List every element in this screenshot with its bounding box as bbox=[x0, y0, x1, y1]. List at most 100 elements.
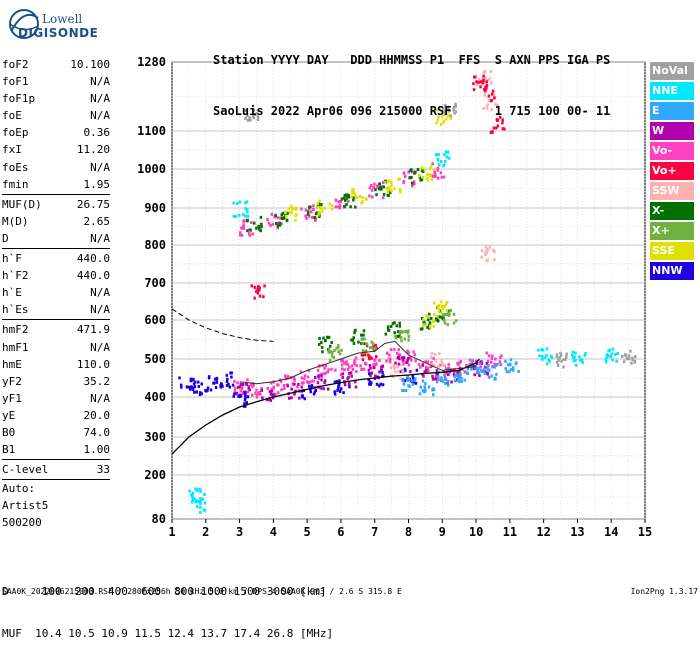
echo-point bbox=[625, 357, 629, 361]
echo-point bbox=[367, 357, 371, 361]
echo-point bbox=[197, 487, 200, 491]
y-tick-label: 400 bbox=[144, 390, 166, 404]
echo-point bbox=[433, 312, 436, 316]
echo-point bbox=[393, 321, 396, 325]
echo-point bbox=[389, 357, 392, 361]
echo-point bbox=[560, 359, 563, 363]
echo-point bbox=[344, 198, 347, 202]
echo-point bbox=[307, 369, 311, 373]
echo-point bbox=[259, 215, 263, 219]
echo-point bbox=[418, 174, 421, 178]
echo-point bbox=[255, 226, 258, 230]
echo-point bbox=[441, 115, 444, 119]
echo-point bbox=[192, 382, 196, 386]
echo-point bbox=[412, 380, 416, 384]
echo-point bbox=[352, 190, 356, 194]
echo-point bbox=[484, 89, 487, 93]
echo-point bbox=[394, 361, 397, 365]
echo-point bbox=[440, 315, 444, 319]
echo-point bbox=[571, 350, 575, 354]
echo-point bbox=[293, 378, 296, 382]
echo-point bbox=[257, 284, 260, 288]
footer: SAA0K_2022096215000.RSF / 280fx256h 50 k… bbox=[2, 587, 698, 596]
param-row: foEp 0.36 bbox=[2, 124, 110, 141]
echo-point bbox=[274, 213, 277, 217]
echo-point bbox=[482, 70, 486, 74]
profile-extension bbox=[171, 308, 274, 342]
echo-point bbox=[604, 360, 608, 364]
echo-point bbox=[360, 337, 363, 341]
echo-point bbox=[370, 340, 374, 344]
echo-point bbox=[189, 385, 193, 389]
echo-point bbox=[623, 353, 627, 357]
echo-point bbox=[293, 392, 296, 396]
echo-point bbox=[549, 354, 553, 358]
echo-point bbox=[269, 392, 273, 396]
legend-item: NoVal bbox=[650, 62, 694, 80]
echo-point bbox=[290, 204, 293, 208]
echo-point bbox=[337, 344, 340, 348]
echo-point bbox=[327, 350, 331, 354]
echo-point bbox=[511, 366, 515, 370]
echo-point bbox=[559, 353, 563, 357]
echo-point bbox=[316, 381, 320, 385]
param-label: foE bbox=[2, 109, 22, 123]
echo-point bbox=[407, 338, 410, 342]
echo-point bbox=[193, 385, 197, 389]
y-tick-label: 600 bbox=[144, 313, 166, 327]
echo-point bbox=[442, 316, 445, 320]
auto-version: 500200 bbox=[2, 516, 42, 529]
echo-point bbox=[486, 103, 489, 107]
divider bbox=[2, 319, 110, 321]
echo-point bbox=[410, 358, 413, 362]
param-label: hmF2 bbox=[2, 323, 29, 337]
echo-point bbox=[556, 363, 560, 367]
echo-point bbox=[562, 365, 565, 369]
echo-point bbox=[362, 342, 366, 346]
param-group-1: foF2 10.100 foF1 N/A foF1p N/A foE N/A foEp 0.36 f… bbox=[2, 56, 110, 193]
echo-point bbox=[294, 218, 297, 222]
param-row: yF2 35.2 bbox=[2, 373, 110, 390]
echo-point bbox=[313, 219, 317, 223]
echo-point bbox=[276, 224, 280, 228]
echo-point bbox=[197, 385, 201, 389]
echo-point bbox=[302, 381, 305, 385]
echo-point bbox=[477, 366, 481, 370]
echo-point bbox=[492, 93, 496, 97]
echo-point bbox=[430, 352, 434, 356]
param-value: N/A bbox=[90, 340, 110, 354]
param-label: fxI bbox=[2, 143, 22, 157]
echo-point bbox=[276, 216, 279, 220]
echo-point bbox=[345, 194, 349, 198]
echo-point bbox=[330, 341, 334, 345]
echo-point bbox=[231, 383, 235, 387]
param-label: MUF(D) bbox=[2, 197, 42, 211]
echo-point bbox=[445, 300, 449, 304]
echo-point bbox=[280, 213, 284, 217]
echo-point bbox=[389, 366, 393, 370]
echo-point bbox=[301, 394, 304, 398]
echo-point bbox=[342, 196, 346, 200]
echo-point bbox=[460, 376, 463, 380]
lowell-logo-icon bbox=[9, 9, 39, 39]
echo-point bbox=[348, 385, 351, 389]
echo-point bbox=[367, 353, 370, 357]
echo-point bbox=[334, 198, 338, 202]
muf-values-row: MUF 10.4 10.5 10.9 11.5 12.4 13.7 17.4 2… bbox=[2, 627, 334, 640]
echo-point bbox=[442, 175, 446, 179]
param-value: 74.0 bbox=[83, 425, 111, 439]
echo-point bbox=[267, 221, 271, 225]
echo-point bbox=[313, 390, 317, 394]
echo-point bbox=[189, 379, 193, 383]
echo-point bbox=[368, 363, 372, 367]
station-header: Station YYYY DAY DDD HHMMSS P1 FFS S AXN… bbox=[213, 18, 610, 137]
echo-point bbox=[215, 377, 219, 381]
echo-point bbox=[207, 375, 211, 379]
echo-point bbox=[399, 370, 402, 374]
echo-point bbox=[354, 356, 358, 360]
echo-point bbox=[347, 193, 350, 197]
echo-point bbox=[437, 377, 440, 381]
echo-point bbox=[345, 360, 348, 364]
echo-point bbox=[486, 258, 489, 262]
echo-point bbox=[388, 186, 391, 190]
